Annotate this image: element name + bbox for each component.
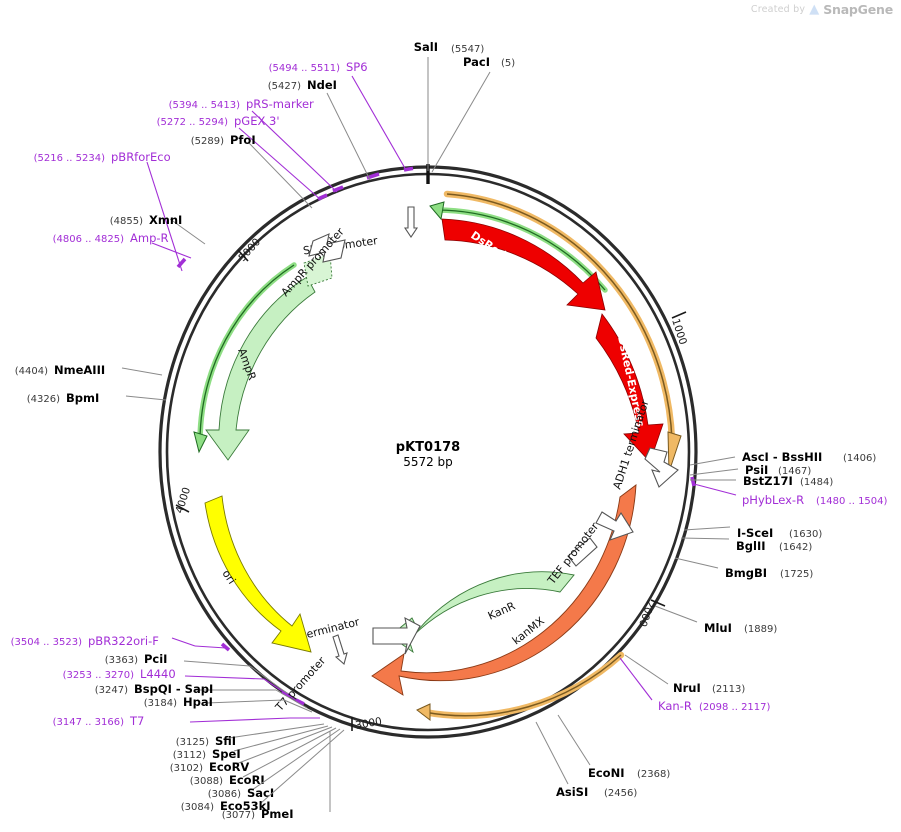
feature-arc-tan-top <box>443 190 682 473</box>
feature-ori: ori <box>204 495 312 653</box>
label-pos-nrui: (2113) <box>712 684 745 695</box>
label-feature-sp6: SP6 <box>346 60 368 74</box>
feature-arc-green-thin <box>429 201 608 293</box>
label-enzyme-ndei: NdeI <box>307 78 337 92</box>
plasmid-size: 5572 bp <box>403 455 453 469</box>
label-pos-l4440: (3253 .. 3270) <box>63 670 135 681</box>
label-pos-phyblex-r: (1480 .. 1504) <box>816 496 888 507</box>
label-pos-ndei: (5427) <box>268 81 301 92</box>
label-enzyme-spei: SpeI <box>212 747 241 761</box>
label-pos-bpmi: (4326) <box>27 394 60 405</box>
labels-left-group: (4855) XmnI (4806 .. 4825) Amp-R (4404) … <box>15 213 206 405</box>
label-pos-nmeaiii: (4404) <box>15 366 48 377</box>
label-pos-sali: (5547) <box>451 44 484 55</box>
label-pos-sp6: (5494 .. 5511) <box>269 63 341 74</box>
watermark-credit-text: Created by <box>750 4 806 15</box>
label-pos-bspqi-sapi: (3247) <box>95 685 128 696</box>
label-pos-psii: (1467) <box>778 466 811 477</box>
tick-label-4000: 4000 <box>173 486 193 515</box>
label-enzyme-saci: SacI <box>247 786 274 800</box>
label-enzyme-sali: SalI <box>414 40 438 54</box>
label-enzyme-sfii: SfiI <box>215 734 236 748</box>
feature-ampr: AmpR <box>205 276 316 461</box>
label-enzyme-pfoi: PfoI <box>230 133 256 147</box>
label-feature-pgex3: pGEX 3' <box>234 114 280 128</box>
label-enzyme-paci: PacI <box>463 55 490 69</box>
snapgene-watermark: Created by ▲ SnapGene <box>751 2 893 17</box>
label-feature-t7: T7 <box>129 714 144 728</box>
label-enzyme-bmgbi: BmgBI <box>725 566 767 580</box>
label-enzyme-asisi: AsiSI <box>556 785 588 799</box>
label-enzyme-hpai: HpaI <box>183 695 213 709</box>
label-pos-hpai: (3184) <box>144 698 177 709</box>
label-pos-econi: (2368) <box>637 769 670 780</box>
plasmid-name: pKT0178 <box>396 440 460 455</box>
label-pos-mlui: (1889) <box>744 624 777 635</box>
label-enzyme-psii: PsiI <box>745 463 768 477</box>
label-pos-ecori: (3088) <box>190 776 223 787</box>
label-feature-pbr322ori-f: pBR322ori-F <box>88 634 159 648</box>
label-pos-sfii: (3125) <box>176 737 209 748</box>
label-pos-pbrforeco: (5216 .. 5234) <box>34 153 106 164</box>
label-feature-phyblex-r: pHybLex-R <box>742 493 804 507</box>
label-pos-kan-r: (2098 .. 2117) <box>699 702 771 713</box>
label-pos-pbr322ori-f: (3504 .. 3523) <box>11 637 83 648</box>
label-enzyme-ecori: EcoRI <box>229 773 265 787</box>
label-pos-amp-r: (4806 .. 4825) <box>53 234 125 245</box>
label-pos-bstz17i: (1484) <box>800 477 833 488</box>
feature-arc-tan-bottom <box>416 651 625 722</box>
labels-bottom-left-group: (3504 .. 3523) pBR322ori-F (3363) PciI (… <box>11 634 345 821</box>
label-enzyme-asci-bsshii: AscI - BssHII <box>742 450 822 464</box>
label-enzyme-nmeaiii: NmeAIII <box>54 363 105 377</box>
label-feature-pbrforeco: pBRforEco <box>111 150 171 164</box>
label-pos-pcii: (3363) <box>105 655 138 666</box>
feature-arc-green-ampr-thin <box>193 262 297 454</box>
label-pos-paci: (5) <box>501 58 515 69</box>
label-enzyme-bglii: BglII <box>736 539 766 553</box>
label-enzyme-pcii: PciI <box>144 652 167 666</box>
label-enzyme-i-scei: I-SceI <box>737 526 773 540</box>
label-enzyme-xmni: XmnI <box>149 213 182 227</box>
label-pos-saci: (3086) <box>208 789 241 800</box>
label-pos-asci-bsshii: (1406) <box>843 453 876 464</box>
label-enzyme-pmei: PmeI <box>261 807 294 821</box>
label-enzyme-ecorv: EcoRV <box>209 760 249 774</box>
label-pos-bmgbi: (1725) <box>780 569 813 580</box>
label-pos-spei: (3112) <box>173 750 206 761</box>
label-pos-ecorv: (3102) <box>170 763 203 774</box>
label-enzyme-mlui: MluI <box>704 621 732 635</box>
label-pos-xmni: (4855) <box>110 216 143 227</box>
label-feature-prs-marker: pRS-marker <box>246 97 314 111</box>
label-enzyme-nrui: NruI <box>673 681 701 695</box>
label-pos-pfoi: (5289) <box>191 136 224 147</box>
label-pos-pgex3: (5272 .. 5294) <box>157 117 229 128</box>
feature-label-kanr: KanR <box>486 599 518 623</box>
label-pos-bglii: (1642) <box>779 542 812 553</box>
plasmid-title-group: pKT0178 5572 bp <box>396 440 460 469</box>
label-pos-asisi: (2456) <box>604 788 637 799</box>
label-pos-i-scei: (1630) <box>789 529 822 540</box>
label-feature-kan-r: Kan-R <box>658 699 692 713</box>
label-pos-pmei: (3077) <box>222 810 255 821</box>
label-enzyme-bpmi: BpmI <box>66 391 99 405</box>
label-pos-eco53ki: (3084) <box>181 802 214 813</box>
label-pos-t7: (3147 .. 3166) <box>53 717 125 728</box>
label-enzyme-bstz17i: BstZ17I <box>743 474 793 488</box>
label-enzyme-bspqi-sapi: BspQI - SapI <box>134 682 213 696</box>
tick-label-3000: 3000 <box>354 715 382 731</box>
label-enzyme-econi: EcoNI <box>588 766 624 780</box>
label-feature-amp-r: Amp-R <box>130 231 169 245</box>
snapgene-logo-icon: ▲ <box>809 2 820 17</box>
labels-right-group: AscI - BssHII (1406) PsiI (1467) BstZ17I… <box>535 450 888 799</box>
label-feature-l4440: L4440 <box>140 667 176 681</box>
watermark-brand-text: SnapGene <box>823 2 893 17</box>
label-pos-prs-marker: (5394 .. 5413) <box>169 100 241 111</box>
label-enzyme-eco53ki: Eco53kI <box>220 799 271 813</box>
